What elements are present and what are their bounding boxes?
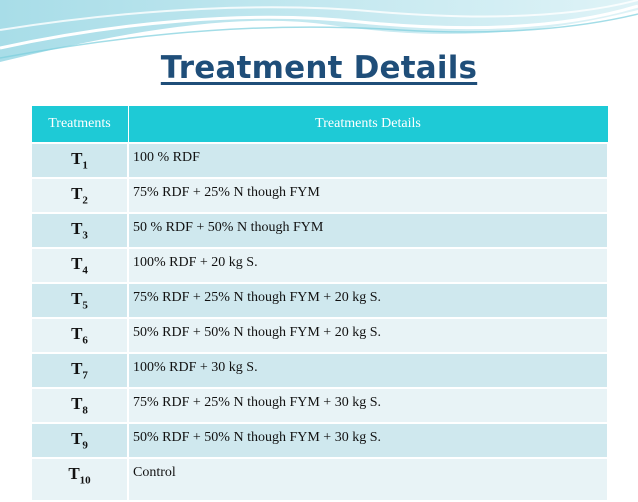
treatment-detail: 50% RDF + 50% N though FYM + 20 kg S. — [127, 317, 609, 354]
treatment-detail: 75% RDF + 25% N though FYM + 30 kg S. — [127, 387, 609, 424]
treatment-detail: 100 % RDF — [127, 142, 609, 179]
table-row: T9 50% RDF + 50% N though FYM + 30 kg S. — [30, 422, 609, 459]
table-row: T2 75% RDF + 25% N though FYM — [30, 177, 609, 214]
treatment-detail: Control — [127, 457, 609, 502]
treatment-detail: 100% RDF + 20 kg S. — [127, 247, 609, 284]
treatment-code: T9 — [30, 422, 129, 459]
table-header-row: Treatments Treatments Details — [30, 105, 609, 144]
table-row: T6 50% RDF + 50% N though FYM + 20 kg S. — [30, 317, 609, 354]
table-row: T8 75% RDF + 25% N though FYM + 30 kg S. — [30, 387, 609, 424]
treatment-code: T5 — [30, 282, 129, 319]
treatment-detail: 100% RDF + 30 kg S. — [127, 352, 609, 389]
table-row: T7 100% RDF + 30 kg S. — [30, 352, 609, 389]
treatment-detail: 75% RDF + 25% N though FYM — [127, 177, 609, 214]
treatment-detail: 50% RDF + 50% N though FYM + 30 kg S. — [127, 422, 609, 459]
table-row: T5 75% RDF + 25% N though FYM + 20 kg S. — [30, 282, 609, 319]
treatment-code: T3 — [30, 212, 129, 249]
treatment-code: T7 — [30, 352, 129, 389]
treatment-detail: 50 % RDF + 50% N though FYM — [127, 212, 609, 249]
column-header-details: Treatments Details — [127, 105, 609, 144]
decorative-wave-banner — [0, 0, 638, 62]
table-row: T1 100 % RDF — [30, 142, 609, 179]
treatment-code: T6 — [30, 317, 129, 354]
treatment-code: T1 — [30, 142, 129, 179]
column-header-treatments: Treatments — [30, 105, 129, 144]
table-row: T3 50 % RDF + 50% N though FYM — [30, 212, 609, 249]
table-row: T10 Control — [30, 457, 609, 502]
treatment-detail: 75% RDF + 25% N though FYM + 20 kg S. — [127, 282, 609, 319]
table-row: T4 100% RDF + 20 kg S. — [30, 247, 609, 284]
treatment-code: T2 — [30, 177, 129, 214]
treatment-code: T4 — [30, 247, 129, 284]
treatment-code: T8 — [30, 387, 129, 424]
page-title: Treatment Details — [160, 50, 478, 86]
treatment-code: T10 — [30, 457, 129, 502]
treatment-table: Treatments Treatments Details T1 100 % R… — [30, 105, 609, 502]
